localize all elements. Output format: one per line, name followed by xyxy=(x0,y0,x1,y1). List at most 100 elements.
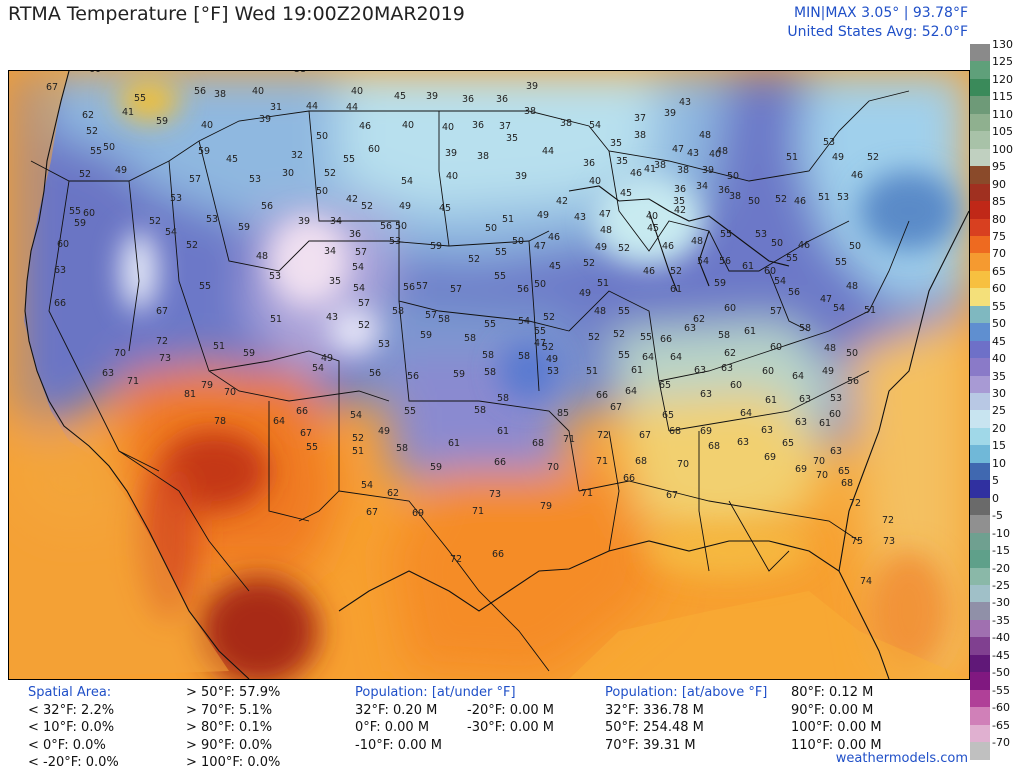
temperature-label: 52 xyxy=(79,169,91,180)
temperature-label: 38 xyxy=(560,118,572,129)
temperature-label: 40 xyxy=(442,122,454,133)
temperature-label: 62 xyxy=(693,314,705,325)
temperature-label: 61 xyxy=(670,284,682,295)
stat-line: > 100°F: 0.0% xyxy=(186,755,281,770)
temperature-label: 48 xyxy=(691,236,703,247)
temperature-label: 52 xyxy=(186,240,198,251)
colorbar-swatch xyxy=(970,480,990,499)
temperature-map[interactable]: 6867574860514838404440444539363639385541… xyxy=(8,70,970,680)
temperature-label: 41 xyxy=(644,164,656,175)
temperature-label: 56 xyxy=(407,371,419,382)
temperature-label: 36 xyxy=(349,229,361,240)
temperature-label: 53 xyxy=(269,271,281,282)
temperature-label: 39 xyxy=(298,216,310,227)
temperature-label: 39 xyxy=(664,108,676,119)
temperature-label: 60 xyxy=(724,303,736,314)
temperature-label: 56 xyxy=(369,368,381,379)
temperature-label: 64 xyxy=(273,416,285,427)
temperature-label: 69 xyxy=(412,508,424,519)
temperature-label: 66 xyxy=(596,390,608,401)
spatial-area-title: Spatial Area: xyxy=(28,685,112,700)
brand-watermark[interactable]: weathermodels.com xyxy=(835,751,968,766)
colorbar-swatch xyxy=(970,358,990,377)
stat-line: 80°F: 0.12 M xyxy=(791,685,874,700)
temperature-label: 56 xyxy=(788,287,800,298)
colorbar-swatch xyxy=(970,323,990,342)
city-temperature-labels: 6867574860514838404440444539363639385541… xyxy=(46,71,895,587)
temperature-label: 55 xyxy=(343,154,355,165)
temperature-label: 56 xyxy=(719,256,731,267)
population-under-col2: -20°F: 0.00 M -30°F: 0.00 M xyxy=(467,702,554,737)
temperature-label: 46 xyxy=(851,170,863,181)
stat-line: < 10°F: 0.0% xyxy=(28,720,115,735)
temperature-label: 45 xyxy=(647,223,659,234)
temperature-label: 66 xyxy=(296,406,308,417)
temperature-label: 72 xyxy=(849,498,861,509)
temperature-label: 50 xyxy=(771,238,783,249)
stat-line: > 50°F: 57.9% xyxy=(186,685,281,700)
temperature-label: 53 xyxy=(389,236,401,247)
colorbar-swatch xyxy=(970,61,990,80)
temperature-label: 69 xyxy=(795,464,807,475)
temperature-label: 59 xyxy=(420,330,432,341)
temperature-label: 79 xyxy=(201,380,213,391)
temperature-label: 54 xyxy=(697,256,709,267)
population-under-col1: Population: [at/under °F] 32°F: 0.20 M 0… xyxy=(355,684,516,754)
temperature-label: 56 xyxy=(380,221,392,232)
population-above-col1: Population: [at/above °F] 32°F: 336.78 M… xyxy=(605,684,767,754)
temperature-label: 50 xyxy=(103,142,115,153)
temperature-label: 59 xyxy=(243,348,255,359)
colorbar-label: 20 xyxy=(992,421,1006,435)
temperature-label: 34 xyxy=(696,181,708,192)
temperature-label: 73 xyxy=(883,536,895,547)
temperature-label: 47 xyxy=(820,294,832,305)
colorbar-label: -15 xyxy=(992,544,1010,558)
temperature-label: 49 xyxy=(546,354,558,365)
temperature-label: 54 xyxy=(165,227,177,238)
temperature-label: 38 xyxy=(477,151,489,162)
temperature-label: 69 xyxy=(700,426,712,437)
temperature-label: 64 xyxy=(740,408,752,419)
temperature-label: 52 xyxy=(358,320,370,331)
stat-line: 32°F: 0.20 M xyxy=(355,702,438,718)
temperature-label: 57 xyxy=(450,284,462,295)
temperature-label: 39 xyxy=(515,171,527,182)
temperature-label: 53 xyxy=(755,229,767,240)
temperature-label: 49 xyxy=(579,288,591,299)
temperature-label: 57 xyxy=(425,310,437,321)
colorbar-swatch xyxy=(970,654,990,673)
colorbar-swatch xyxy=(970,724,990,743)
temperature-label: 56 xyxy=(261,201,273,212)
temperature-label: 53 xyxy=(378,339,390,350)
temperature-label: 78 xyxy=(214,416,226,427)
colorbar-label: -20 xyxy=(992,561,1010,575)
temperature-label: 43 xyxy=(326,312,338,323)
temperature-label: 65 xyxy=(838,466,850,477)
temperature-label: 41 xyxy=(122,107,134,118)
colorbar-label: 30 xyxy=(992,387,1006,400)
population-above-title: Population: [at/above °F] xyxy=(605,685,768,700)
stat-line: 0°F: 0.00 M xyxy=(355,720,430,735)
stat-line: < 0°F: 0.0% xyxy=(28,737,106,753)
temperature-label: 63 xyxy=(799,394,811,405)
temperature-label: 39 xyxy=(426,91,438,102)
temperature-label: 61 xyxy=(742,261,754,272)
stat-line: < -20°F: 0.0% xyxy=(28,755,119,770)
temperature-label: 36 xyxy=(583,158,595,169)
temperature-label: 67 xyxy=(366,507,378,518)
temperature-label: 53 xyxy=(206,214,218,225)
population-under-title: Population: [at/under °F] xyxy=(355,685,516,700)
temperature-label: 65 xyxy=(782,438,794,449)
temperature-label: 40 xyxy=(402,120,414,131)
temperature-label: 50 xyxy=(512,236,524,247)
temperature-label: 55 xyxy=(484,319,496,330)
temperature-label: 58 xyxy=(718,330,730,341)
temperature-label: 36 xyxy=(472,120,484,131)
colorbar-label: 120 xyxy=(992,72,1013,86)
temperature-label: 51 xyxy=(818,192,830,203)
temperature-label: 60 xyxy=(730,380,742,391)
temperature-label: 45 xyxy=(226,154,238,165)
colorbar-swatch xyxy=(970,567,990,586)
colorbar-swatch xyxy=(970,235,990,254)
temperature-label: 52 xyxy=(867,152,879,163)
